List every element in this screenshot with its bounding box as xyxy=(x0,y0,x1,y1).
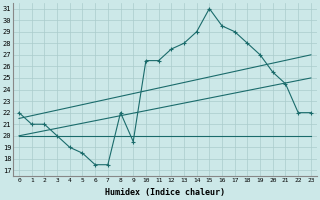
X-axis label: Humidex (Indice chaleur): Humidex (Indice chaleur) xyxy=(105,188,225,197)
